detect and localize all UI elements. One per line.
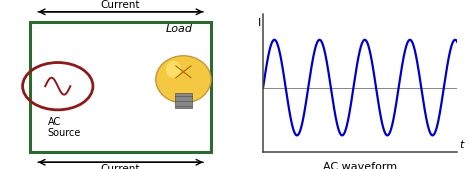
Ellipse shape: [156, 56, 211, 103]
Text: t: t: [459, 140, 463, 150]
Text: AC waveform: AC waveform: [323, 162, 397, 169]
Bar: [30, 22, 211, 152]
Ellipse shape: [166, 61, 181, 78]
Text: Current: Current: [101, 164, 140, 169]
Text: Current: Current: [101, 0, 140, 10]
Text: Load: Load: [166, 24, 193, 34]
Bar: [174, 93, 192, 108]
Text: AC
Source: AC Source: [48, 117, 81, 138]
Text: I: I: [258, 18, 261, 28]
